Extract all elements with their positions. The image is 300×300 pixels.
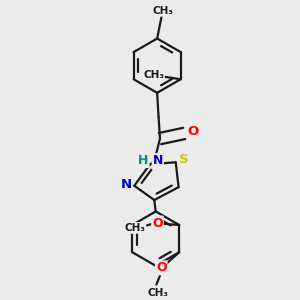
Text: O: O	[187, 125, 199, 139]
Text: H: H	[138, 154, 148, 167]
Text: CH₃: CH₃	[124, 223, 146, 233]
Text: O: O	[152, 217, 163, 230]
Text: S: S	[179, 153, 189, 166]
Text: CH₃: CH₃	[147, 288, 168, 298]
Text: N: N	[152, 154, 163, 167]
Text: N: N	[121, 178, 132, 191]
Text: O: O	[156, 261, 166, 274]
Text: CH₃: CH₃	[143, 70, 164, 80]
Text: CH₃: CH₃	[152, 6, 173, 16]
